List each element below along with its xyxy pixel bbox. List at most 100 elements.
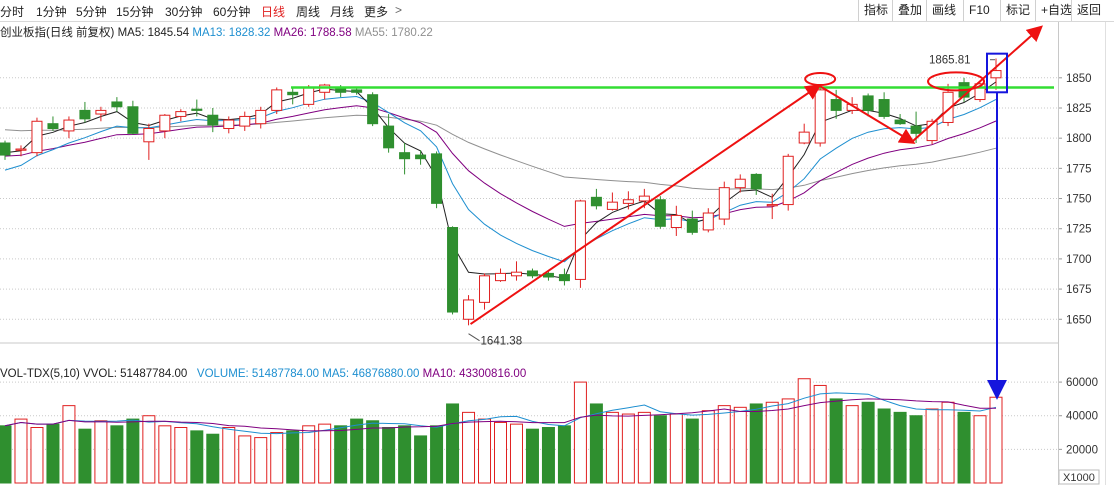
vol-indicator-name: VOL-TDX(5,10) [0, 368, 80, 380]
high-price-label: 1865.81 [929, 55, 971, 67]
candle-body [606, 201, 618, 210]
volume-bar [14, 418, 28, 484]
chart-area[interactable]: 1650 1675 1700 1725 1750 1775 1800 1825 1850 2000… [0, 21, 1114, 485]
low-price-pointer [468, 333, 480, 342]
volume-bar [541, 427, 555, 484]
timeframe-tab-6[interactable]: 日线 [261, 5, 286, 19]
timeframe-tab-8[interactable]: 月线 [330, 5, 355, 19]
volume-bar [382, 427, 396, 484]
volume-bar [302, 425, 316, 484]
volume-bar [110, 425, 124, 484]
candle-body [782, 155, 794, 206]
candle-body [175, 111, 187, 117]
toolbar-button-0[interactable]: 指标 [858, 0, 893, 21]
volume-bar [78, 428, 92, 484]
ma5-line [4, 81, 997, 279]
volume-bar [270, 432, 284, 484]
volume-bar [765, 401, 779, 484]
volume-bar [957, 411, 971, 484]
candle-body [974, 83, 986, 101]
volume-bar [989, 396, 1003, 484]
volume-bar [46, 423, 60, 484]
toolbar-button-5[interactable]: +自选 [1035, 0, 1077, 21]
candle-body [191, 108, 203, 111]
volume-bar [494, 421, 507, 484]
candle-body [702, 212, 714, 231]
volume-bar [174, 427, 188, 484]
volume-bar [462, 411, 476, 484]
candle-body [415, 154, 427, 160]
ma26-legend: MA26: 1788.58 [273, 27, 352, 39]
volume-bar [941, 401, 955, 484]
second-top-ellipse [927, 71, 986, 92]
volume-bar [733, 406, 747, 484]
candle-body [463, 299, 475, 320]
ma5-legend: MA5: 1845.54 [117, 27, 190, 39]
candle-body [734, 178, 746, 189]
volume-bar [685, 418, 699, 484]
toolbar-button-3[interactable]: F10 [963, 0, 995, 21]
volume-bar [589, 403, 603, 484]
volume-bar [893, 411, 907, 484]
volume-tick-label: 40000 [1066, 411, 1098, 423]
price-tick-label: 1725 [1066, 224, 1092, 236]
price-tick-label: 1825 [1066, 103, 1092, 115]
candle-body [910, 125, 922, 134]
timeframe-tab-3[interactable]: 15分钟 [116, 5, 154, 19]
volume-bar [94, 420, 108, 484]
toolbar-button-2[interactable]: 画线 [926, 0, 961, 21]
vol-ma10-legend: MA10: 43300816.00 [422, 368, 527, 380]
timeframe-tab-1[interactable]: 1分钟 [36, 5, 67, 19]
index-title: 创业板指(日线 前复权) [0, 27, 115, 39]
candle-body [0, 142, 11, 156]
volume-bar [701, 410, 715, 484]
timeframe-tab-0[interactable]: 分时 [0, 5, 25, 19]
candle-body [31, 120, 43, 154]
candle-body [558, 274, 570, 282]
volume-bar [350, 418, 364, 484]
volume-bar [813, 384, 827, 484]
volume-bar [973, 415, 987, 484]
timeframe-tab-7[interactable]: 周线 [296, 5, 321, 19]
price-tick-label: 1675 [1066, 284, 1092, 296]
volume-bar [557, 425, 571, 484]
candle-body [750, 173, 762, 190]
timeframe-tab-4[interactable]: 30分钟 [165, 5, 203, 19]
candle-body [798, 131, 810, 144]
volume-bar [749, 403, 763, 484]
volume-bar [621, 413, 635, 484]
volume-tick-label: 20000 [1066, 444, 1098, 456]
volume-bar [509, 423, 523, 484]
volume-bar [398, 425, 412, 484]
breakout-candle-box [986, 52, 1008, 94]
breakout-arrow [911, 25, 1043, 143]
pullback-arrow [819, 85, 916, 144]
candle-body [287, 91, 299, 96]
volume-bar [797, 378, 811, 484]
candle-body [574, 200, 586, 280]
volume-bar [446, 403, 460, 484]
candle-body [830, 99, 842, 111]
candle-body [495, 272, 506, 282]
volume-bar [286, 430, 300, 484]
volume-bar [222, 427, 236, 484]
timeframe-tab-5[interactable]: 60分钟 [213, 5, 251, 19]
toolbar-button-1[interactable]: 叠加 [892, 0, 927, 21]
candle-body [638, 195, 650, 202]
candle-body [63, 119, 75, 132]
candle-body [862, 95, 874, 111]
ma13-legend: MA13: 1828.32 [192, 27, 271, 39]
timeframe-tab-2[interactable]: 5分钟 [76, 5, 107, 19]
more-chevron-icon[interactable]: > [395, 3, 403, 17]
volume-tick-label: 60000 [1066, 377, 1098, 389]
volume-legend: VOL-TDX(5,10) VVOL: 51487784.00 VOLUME: … [0, 368, 526, 380]
kline-chart[interactable]: 1650 1675 1700 1725 1750 1775 1800 1825 1850 2000… [0, 21, 1114, 485]
toolbar: 分时 1分钟 5分钟 15分钟 30分钟 60分钟 日线 周线 月线 更多 > 指标 叠加 画线 F10 标记… [0, 0, 1114, 22]
volume-bar [605, 411, 619, 484]
candle-body [654, 199, 666, 227]
toolbar-button-4[interactable]: 标记 [1000, 0, 1035, 21]
candle-body [367, 94, 379, 125]
timeframe-tab-9[interactable]: 更多 [364, 5, 389, 19]
toolbar-button-6[interactable]: 返回 [1071, 0, 1106, 21]
candle-body [399, 152, 411, 160]
